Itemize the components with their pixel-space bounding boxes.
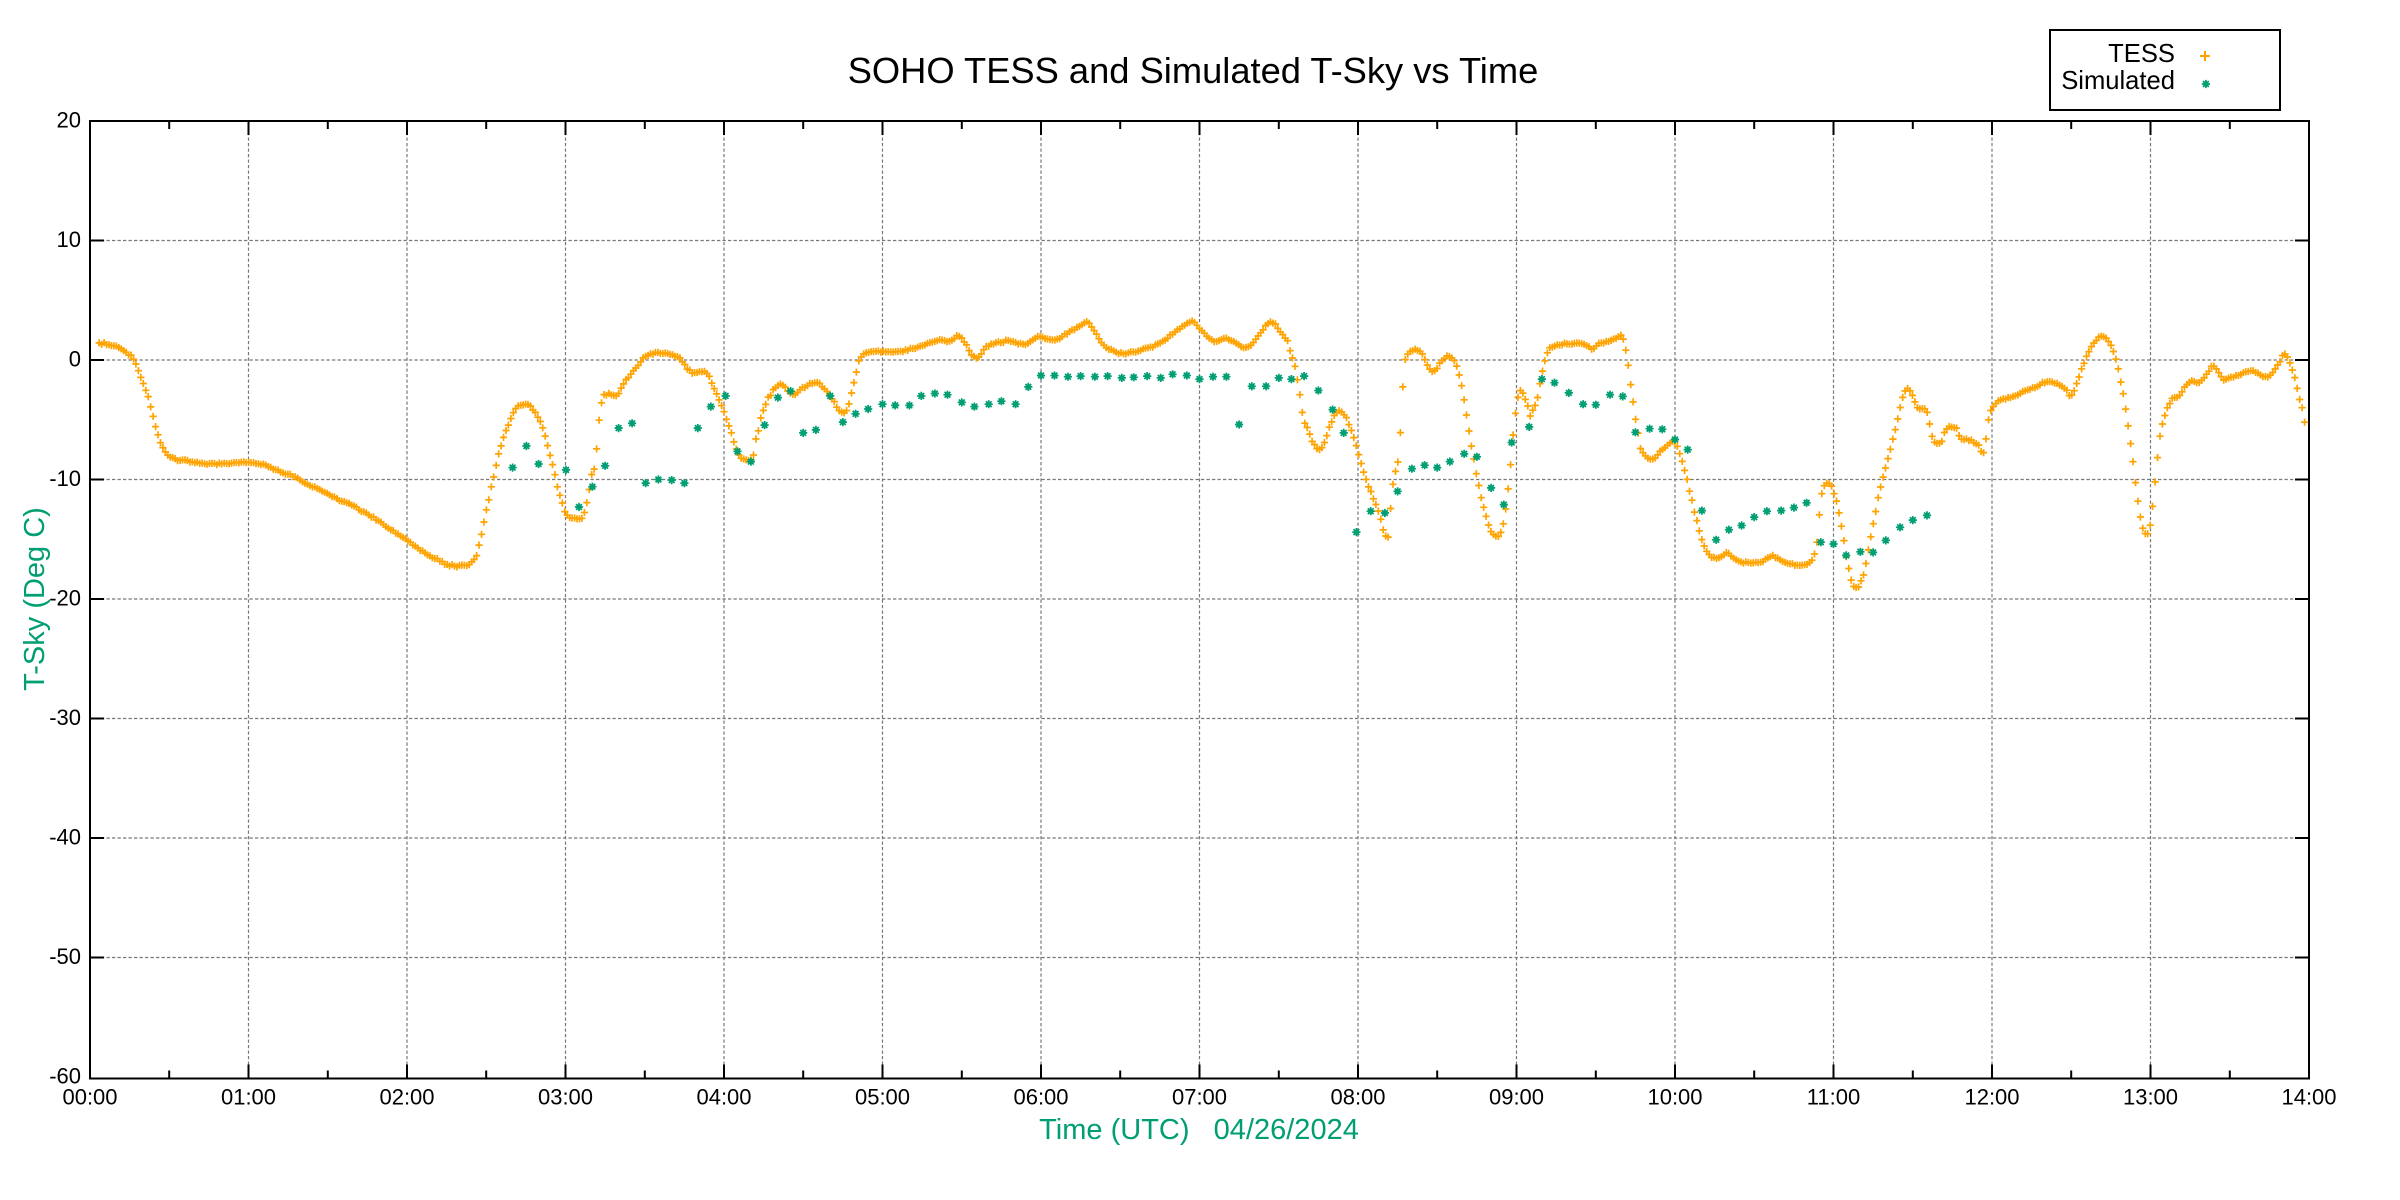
- svg-text:06:00: 06:00: [1013, 1085, 1068, 1110]
- svg-text:10: 10: [57, 227, 81, 252]
- svg-text:Simulated: Simulated: [2061, 67, 2175, 95]
- svg-text:T-Sky (Deg C): T-Sky (Deg C): [19, 507, 51, 691]
- svg-text:-60: -60: [49, 1064, 81, 1089]
- svg-text:-30: -30: [49, 705, 81, 730]
- svg-text:-40: -40: [49, 825, 81, 850]
- svg-text:SOHO TESS and Simulated T-Sky: SOHO TESS and Simulated T-Sky vs Time: [848, 50, 1539, 91]
- svg-text:13:00: 13:00: [2123, 1085, 2178, 1110]
- svg-text:11:00: 11:00: [1807, 1085, 1860, 1110]
- svg-text:Time (UTC) 04/26/2024: Time (UTC) 04/26/2024: [1039, 1114, 1359, 1146]
- svg-text:-10: -10: [49, 466, 81, 491]
- svg-text:14:00: 14:00: [2281, 1085, 2336, 1110]
- svg-text:12:00: 12:00: [1964, 1085, 2019, 1110]
- svg-text:20: 20: [57, 108, 81, 133]
- svg-text:09:00: 09:00: [1489, 1085, 1544, 1110]
- svg-text:07:00: 07:00: [1172, 1085, 1227, 1110]
- svg-text:00:00: 00:00: [62, 1085, 117, 1110]
- svg-text:-20: -20: [49, 586, 81, 611]
- svg-text:TESS: TESS: [2108, 40, 2175, 68]
- svg-text:02:00: 02:00: [379, 1085, 434, 1110]
- svg-text:03:00: 03:00: [538, 1085, 593, 1110]
- svg-text:04:00: 04:00: [696, 1085, 751, 1110]
- svg-text:08:00: 08:00: [1330, 1085, 1385, 1110]
- svg-text:05:00: 05:00: [855, 1085, 910, 1110]
- svg-text:10:00: 10:00: [1647, 1085, 1702, 1110]
- svg-text:01:00: 01:00: [221, 1085, 276, 1110]
- svg-text:-50: -50: [49, 944, 81, 969]
- svg-text:0: 0: [69, 347, 81, 372]
